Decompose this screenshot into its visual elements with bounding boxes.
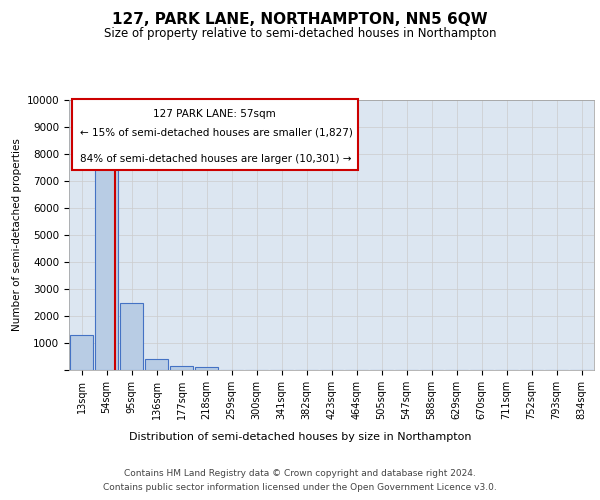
Text: Contains public sector information licensed under the Open Government Licence v3: Contains public sector information licen… xyxy=(103,482,497,492)
Text: 127 PARK LANE: 57sqm: 127 PARK LANE: 57sqm xyxy=(154,110,276,120)
Bar xyxy=(170,366,193,370)
Text: 84% of semi-detached houses are larger (10,301) →: 84% of semi-detached houses are larger (… xyxy=(79,154,351,164)
Text: Distribution of semi-detached houses by size in Northampton: Distribution of semi-detached houses by … xyxy=(129,432,471,442)
Y-axis label: Number of semi-detached properties: Number of semi-detached properties xyxy=(13,138,22,332)
Bar xyxy=(70,335,93,370)
Bar xyxy=(195,368,218,370)
Bar xyxy=(120,302,143,370)
Bar xyxy=(145,359,168,370)
Text: Size of property relative to semi-detached houses in Northampton: Size of property relative to semi-detach… xyxy=(104,28,496,40)
Text: 127, PARK LANE, NORTHAMPTON, NN5 6QW: 127, PARK LANE, NORTHAMPTON, NN5 6QW xyxy=(112,12,488,28)
Text: Contains HM Land Registry data © Crown copyright and database right 2024.: Contains HM Land Registry data © Crown c… xyxy=(124,469,476,478)
Text: ← 15% of semi-detached houses are smaller (1,827): ← 15% of semi-detached houses are smalle… xyxy=(79,128,352,138)
Bar xyxy=(95,154,118,370)
FancyBboxPatch shape xyxy=(71,98,358,170)
